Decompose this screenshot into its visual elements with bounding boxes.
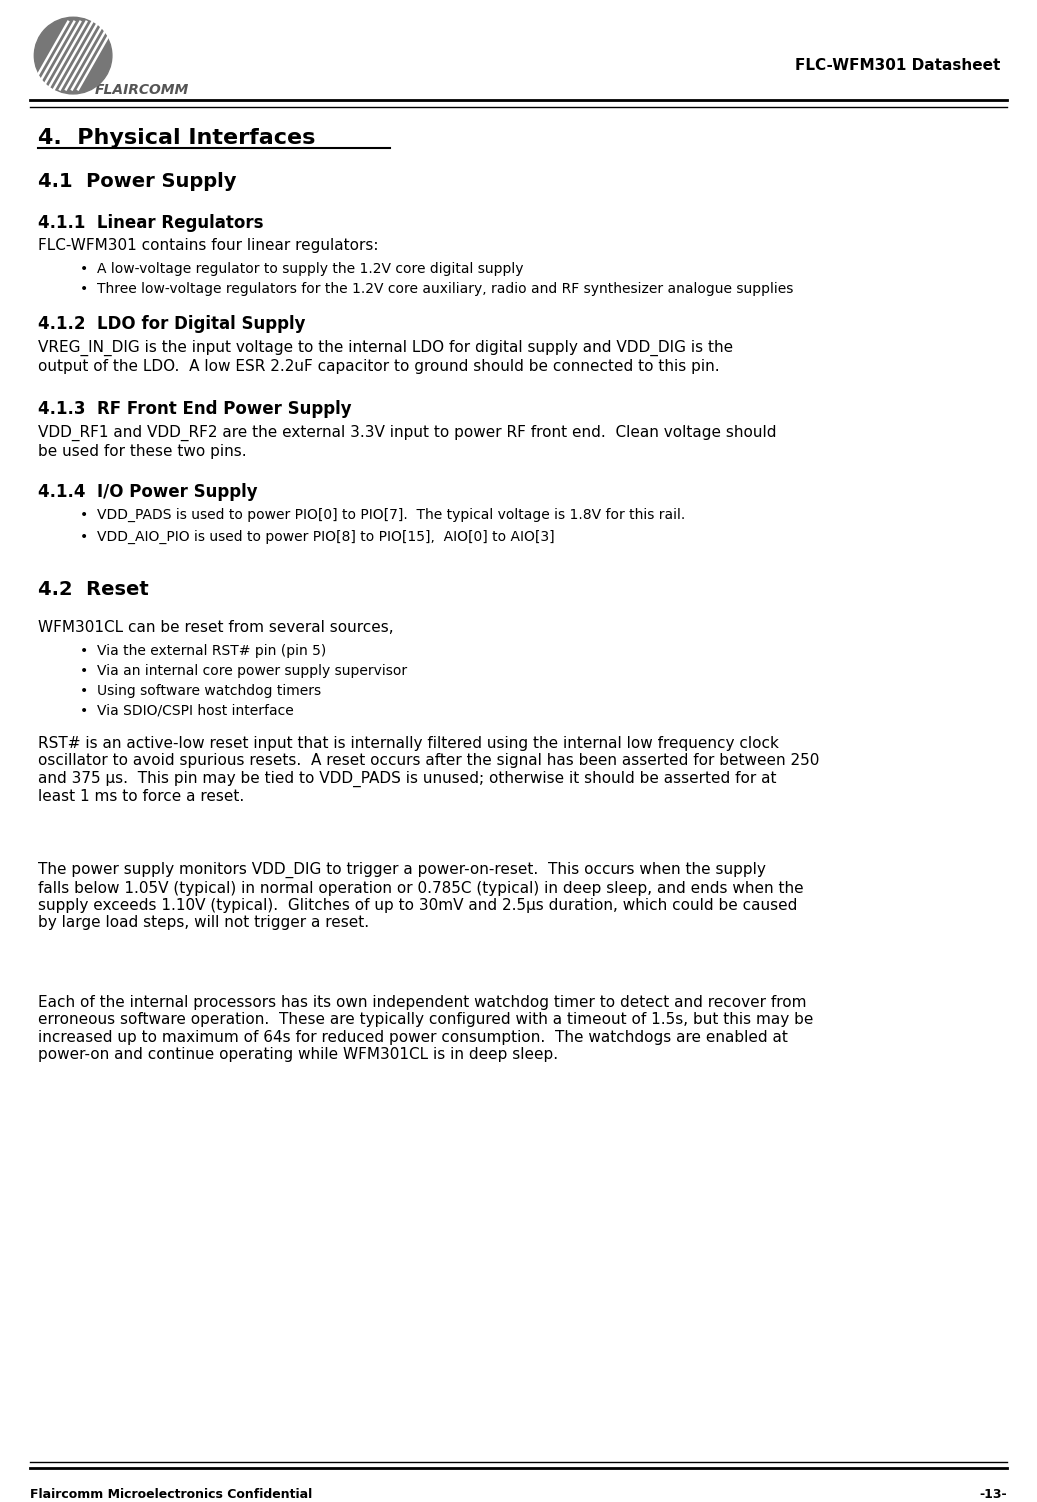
Text: FLAIRCOMM: FLAIRCOMM [95,83,189,98]
Text: VREG_IN_DIG is the input voltage to the internal LDO for digital supply and VDD_: VREG_IN_DIG is the input voltage to the … [38,339,733,374]
Text: Each of the internal processors has its own independent watchdog timer to detect: Each of the internal processors has its … [38,994,813,1062]
Text: 4.  Physical Interfaces: 4. Physical Interfaces [38,128,315,149]
Text: 4.1.1  Linear Regulators: 4.1.1 Linear Regulators [38,213,263,231]
Circle shape [34,17,112,95]
Text: RST# is an active-low reset input that is internally filtered using the internal: RST# is an active-low reset input that i… [38,736,819,805]
Text: VDD_RF1 and VDD_RF2 are the external 3.3V input to power RF front end.  Clean vo: VDD_RF1 and VDD_RF2 are the external 3.3… [38,425,777,458]
Text: -13-: -13- [979,1488,1007,1500]
Text: •  Via an internal core power supply supervisor: • Via an internal core power supply supe… [80,664,408,677]
Text: 4.1.4  I/O Power Supply: 4.1.4 I/O Power Supply [38,484,257,502]
Text: •  VDD_PADS is used to power PIO[0] to PIO[7].  The typical voltage is 1.8V for : • VDD_PADS is used to power PIO[0] to PI… [80,508,685,523]
Text: FLC-WFM301 contains four linear regulators:: FLC-WFM301 contains four linear regulato… [38,237,379,252]
Text: 4.1.2  LDO for Digital Supply: 4.1.2 LDO for Digital Supply [38,315,306,333]
Text: •  Using software watchdog timers: • Using software watchdog timers [80,683,321,698]
Text: •  A low-voltage regulator to supply the 1.2V core digital supply: • A low-voltage regulator to supply the … [80,261,524,276]
Text: 4.2  Reset: 4.2 Reset [38,580,148,599]
Text: •  VDD_AIO_PIO is used to power PIO[8] to PIO[15],  AIO[0] to AIO[3]: • VDD_AIO_PIO is used to power PIO[8] to… [80,530,555,544]
Text: 4.1.3  RF Front End Power Supply: 4.1.3 RF Front End Power Supply [38,400,352,418]
Text: •  Via SDIO/CSPI host interface: • Via SDIO/CSPI host interface [80,704,293,718]
Text: 4.1  Power Supply: 4.1 Power Supply [38,173,236,191]
Text: The power supply monitors VDD_DIG to trigger a power-on-reset.  This occurs when: The power supply monitors VDD_DIG to tri… [38,862,804,930]
Text: •  Via the external RST# pin (pin 5): • Via the external RST# pin (pin 5) [80,644,327,658]
Text: •  Three low-voltage regulators for the 1.2V core auxiliary, radio and RF synthe: • Three low-voltage regulators for the 1… [80,282,793,296]
Text: WFM301CL can be reset from several sources,: WFM301CL can be reset from several sourc… [38,620,394,635]
Text: Flaircomm Microelectronics Confidential: Flaircomm Microelectronics Confidential [30,1488,312,1500]
Text: FLC-WFM301 Datasheet: FLC-WFM301 Datasheet [794,59,1000,74]
